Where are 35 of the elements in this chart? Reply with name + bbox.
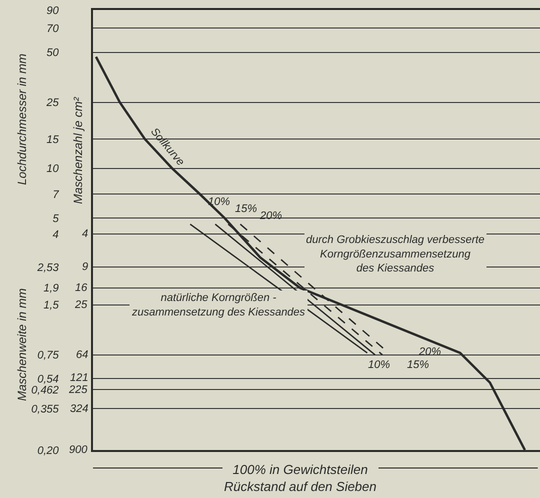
series-label: natürliche Korngrößen - zusammensetzung des Kiessandes [131,292,306,318]
text: Maschenweite in mm [15,288,29,401]
y-tick-label: 0,54 [37,373,59,386]
text: 9 [82,261,88,273]
x-axis-title: 100% in Gewichtsteilen Rückstand auf den Sieben [224,462,376,494]
text: 324 [70,403,88,415]
y-tick-label: 0,355 [31,404,60,416]
y-tick-label: 1,5 [44,300,60,312]
text: 225 [68,384,88,396]
y-tick-label: 1,9 [44,282,59,295]
text: 25 [74,299,88,311]
series-label: 10% [368,359,390,371]
text: 16 [75,282,88,294]
y-tick-label: 25 [46,97,60,110]
series-label: 15% [235,203,258,215]
annotation: durch Grobkieszuschlag verbesserte Korngrößenzusammensetzung des Kiessandes [306,234,485,275]
text: 121 [70,372,88,384]
text: 4 [82,228,88,240]
y-tick-label: 90 [46,4,60,17]
y-tick-label: 0,462 [31,384,59,397]
y-tick-label: 7 [52,188,60,201]
y-tick-label: 4 [52,229,59,242]
text: 15% [407,359,430,371]
text: Maschenzahl je cm² [71,96,85,204]
text: 900 [69,444,88,456]
y-tick-label: 0,20 [37,444,60,457]
text: 64 [76,349,88,361]
y-tick-label: 15 [46,134,60,146]
y-tick-label: 0,75 [37,350,60,362]
y-tick-label: 5 [52,213,60,226]
y-tick-label: 50 [46,47,60,60]
y-tick-label: 70 [46,22,60,35]
y-tick-label: 2,53 [36,262,60,274]
y-axis-title: Lochdurchmesser in mm [15,54,29,185]
y-tick-label: 10 [46,163,60,176]
